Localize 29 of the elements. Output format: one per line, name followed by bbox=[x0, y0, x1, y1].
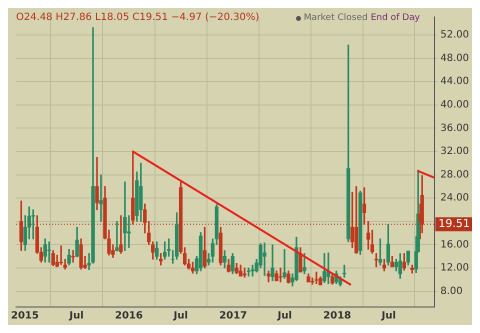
x-tick-label: 2016 bbox=[114, 310, 143, 322]
x-tick-label: 2017 bbox=[219, 310, 248, 322]
annotation: End of Day bbox=[370, 13, 420, 23]
y-tick-label: 48.00 bbox=[440, 52, 470, 64]
x-tick-label: Jul bbox=[68, 310, 84, 322]
y-tick-label: 52.00 bbox=[440, 30, 470, 41]
y-tick-label: 12.00 bbox=[440, 262, 470, 274]
annotation: O24.48 H27.86 L18.05 C19.51 −4.97 (−20.30%) bbox=[16, 12, 260, 23]
candlestick bbox=[115, 221, 119, 252]
candlestick bbox=[262, 242, 266, 276]
x-tick-label: Jul bbox=[380, 310, 396, 322]
candlestick bbox=[123, 181, 127, 251]
y-tick-label: 44.00 bbox=[440, 76, 470, 88]
x-tick-label: Jul bbox=[172, 310, 188, 322]
candlestick bbox=[99, 174, 103, 222]
y-tick-label: 40.00 bbox=[440, 100, 470, 111]
x-tick-label: 2018 bbox=[323, 310, 352, 322]
y-tick-label: 28.00 bbox=[440, 169, 470, 180]
x-tick-label: Jul bbox=[276, 310, 292, 322]
candlestick bbox=[282, 249, 286, 279]
y-tick-label: 32.00 bbox=[440, 146, 470, 158]
y-tick-label: 8.00 bbox=[440, 286, 463, 297]
x-tick-label: 2015 bbox=[10, 310, 39, 322]
y-tick-label: 36.00 bbox=[440, 122, 470, 134]
candlestick bbox=[266, 270, 270, 282]
y-tick-label: 16.00 bbox=[440, 239, 470, 250]
y-tick-label: 24.00 bbox=[440, 192, 470, 204]
annotation: Market Closed bbox=[304, 13, 368, 23]
ref-line-label: 19.51 bbox=[438, 217, 470, 230]
